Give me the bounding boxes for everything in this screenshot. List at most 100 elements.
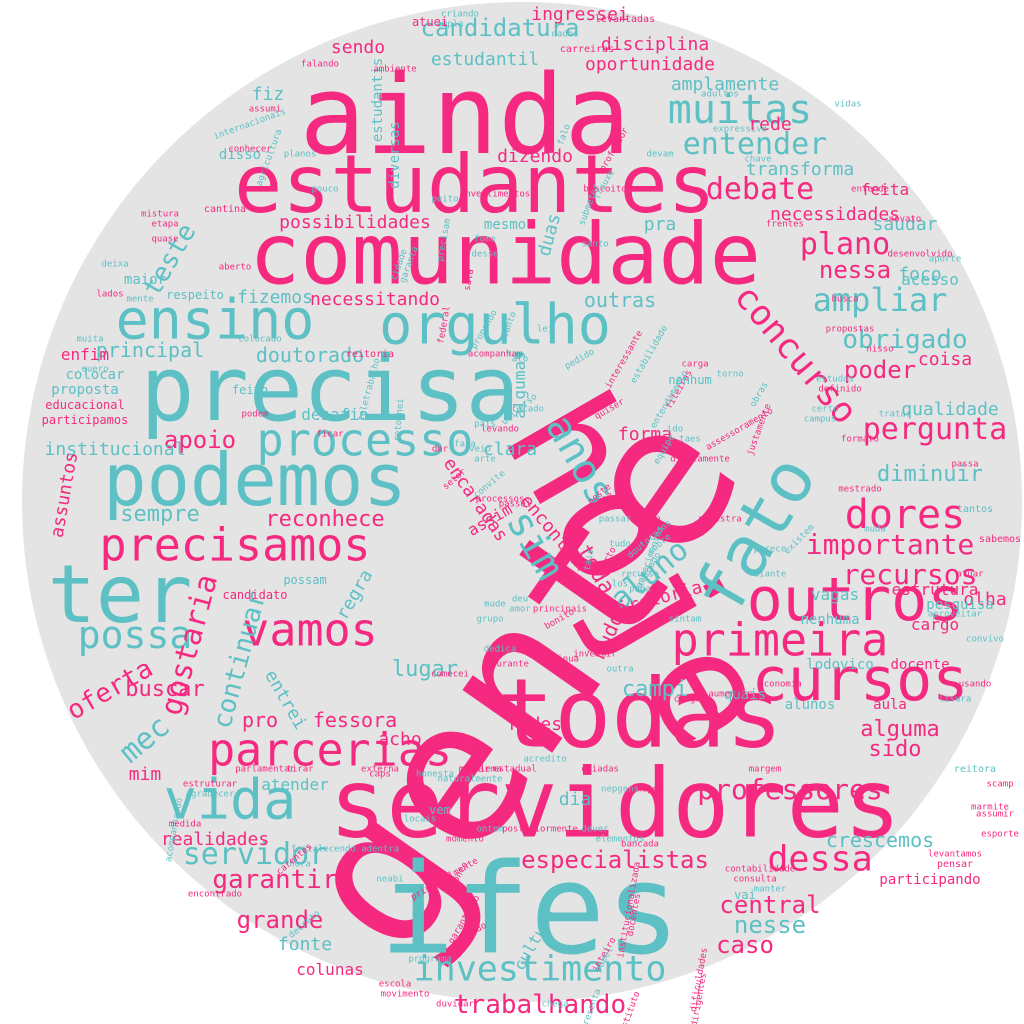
cloud-word: expressivo — [712, 124, 768, 135]
cloud-word: estrutura — [891, 580, 979, 599]
cloud-word: passa — [951, 459, 979, 470]
cloud-word: hora — [289, 859, 311, 870]
cloud-word: docente — [890, 657, 950, 673]
cloud-word: dedica — [483, 644, 517, 655]
cloud-word: investimento — [413, 949, 667, 990]
cloud-word: redes — [507, 714, 563, 735]
cloud-word: diminua — [541, 654, 579, 665]
cloud-word: sempre — [120, 502, 200, 527]
cloud-word: aula — [873, 697, 907, 713]
cloud-word: amor — [509, 604, 531, 615]
cloud-word: chegar — [673, 694, 707, 705]
cloud-word: sintam — [668, 614, 702, 625]
cloud-word: feita — [860, 180, 910, 199]
cloud-word: planos — [283, 149, 317, 160]
cloud-word: tirar — [286, 764, 314, 775]
cloud-word: taes — [679, 434, 701, 445]
cloud-word: quais — [723, 687, 767, 703]
cloud-word: posteriormente — [502, 824, 578, 835]
cloud-word: todas — [497, 659, 783, 770]
cloud-word: desafio — [301, 405, 369, 424]
cloud-word: consulta — [733, 874, 777, 885]
cloud-word: busca — [831, 294, 859, 305]
cloud-word: criadas — [581, 764, 619, 775]
cloud-word: buscar — [125, 677, 205, 702]
cloud-word: lodovico — [806, 657, 874, 673]
cloud-word: outros — [746, 565, 964, 635]
cloud-word: chega — [541, 999, 569, 1010]
cloud-word: aporte — [928, 254, 962, 265]
cloud-word: participando — [879, 872, 981, 888]
cloud-word: sabemos — [978, 534, 1022, 545]
cloud-word: naturalmente — [437, 774, 503, 785]
cloud-word: olha — [963, 589, 1007, 610]
cloud-word: levantamos — [927, 849, 983, 860]
cloud-word: ampla — [436, 19, 464, 30]
cloud-word: pensar — [936, 859, 974, 870]
cloud-word: programa — [408, 954, 452, 965]
cloud-word: proposta — [51, 382, 119, 398]
cloud-word: processos — [475, 494, 525, 505]
cloud-word: deu — [511, 594, 529, 605]
cloud-word: mesmo — [483, 217, 527, 233]
cloud-word: grupo — [476, 614, 504, 625]
cloud-word: recurso — [621, 569, 659, 580]
cloud-word: poder — [843, 356, 917, 384]
cloud-word: agradecer — [185, 789, 235, 800]
cloud-word: oportunidade — [584, 54, 716, 75]
cloud-word: servidores — [329, 749, 901, 860]
cloud-word: amplamente — [670, 74, 780, 95]
cloud-word: participamos — [41, 413, 129, 427]
cloud-word: economia — [758, 679, 802, 690]
cloud-word: levantadas — [594, 14, 656, 25]
cloud-word: locais — [403, 814, 437, 825]
cloud-word: nepgens — [601, 784, 639, 795]
cloud-word: tom — [506, 349, 524, 360]
cloud-word: coisa — [917, 349, 973, 370]
cloud-word: adultos — [701, 89, 739, 100]
cloud-word: mistura — [141, 209, 179, 220]
cloud-word: possam — [283, 573, 327, 587]
cloud-word: quase — [151, 234, 179, 245]
cloud-word: plano — [799, 227, 891, 262]
cloud-word: principais — [532, 604, 588, 615]
cloud-word: reitoria — [345, 349, 395, 360]
cloud-word: torno — [716, 369, 744, 380]
cloud-word: respeito — [166, 288, 224, 302]
cloud-word: acompanham — [467, 349, 523, 360]
cloud-word: cargo — [910, 615, 960, 634]
cloud-word: foco — [898, 264, 942, 285]
cloud-word: primeira — [671, 613, 889, 667]
cloud-word: entende — [851, 184, 889, 195]
cloud-word: santo — [581, 239, 609, 250]
cloud-word: obrigado — [842, 325, 968, 355]
cloud-word: atuei — [411, 15, 449, 29]
cloud-word: los — [611, 579, 629, 590]
cloud-word: mente — [126, 294, 154, 305]
cloud-word: nenhuma — [800, 612, 860, 628]
cloud-word: clara — [482, 439, 538, 460]
cloud-word: grande — [236, 906, 324, 934]
cloud-word: alunos — [784, 697, 836, 713]
cloud-word: vidas — [834, 99, 862, 110]
cloud-word: encontrado — [187, 889, 243, 900]
cloud-word: arte — [474, 454, 496, 465]
cloud-word: fala — [454, 439, 476, 450]
cloud-word: vem — [429, 803, 451, 817]
cloud-word: diante — [753, 569, 787, 580]
cloud-word: manter — [753, 884, 787, 895]
cloud-word: sendo — [330, 37, 386, 58]
cloud-word: vai — [734, 888, 756, 902]
cloud-word: candidatura — [420, 14, 580, 42]
cloud-word: carga — [681, 359, 709, 370]
cloud-word: campi — [621, 677, 689, 702]
cloud-word: escola — [378, 979, 412, 990]
cloud-word: formato — [841, 434, 879, 445]
cloud-word: rede — [748, 114, 792, 135]
cloud-word: atender — [261, 775, 329, 794]
cloud-word: mude — [484, 599, 506, 610]
cloud-word: ter — [47, 548, 193, 641]
cloud-word: desenvolvido — [887, 249, 953, 260]
cloud-word: vagas — [810, 585, 860, 604]
cloud-word: principal — [95, 338, 205, 362]
